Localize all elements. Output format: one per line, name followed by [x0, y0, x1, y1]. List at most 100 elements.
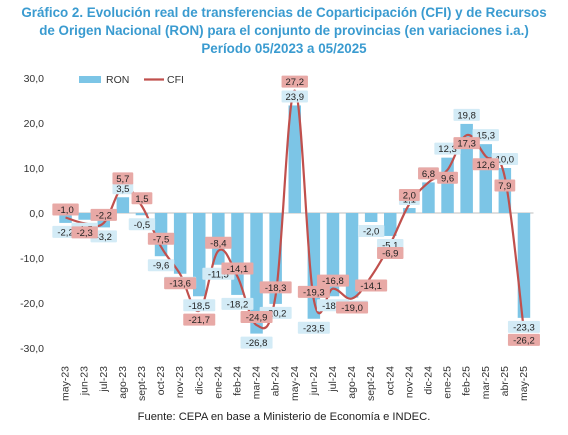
- cfi-data-label-bg: [221, 262, 254, 275]
- x-tick-label: jun-23: [79, 366, 91, 396]
- ron-bar: [135, 213, 149, 216]
- cfi-data-label-bg: [453, 137, 480, 150]
- cfi-data-label-bg: [259, 281, 292, 294]
- ron-bar: [78, 213, 91, 220]
- cfi-data-label: -1,0: [57, 205, 73, 216]
- ron-data-label-bg: [453, 108, 480, 121]
- cfi-data-label-bg: [90, 208, 117, 221]
- cfi-data-label-bg: [377, 247, 404, 260]
- cfi-data-label-bg: [336, 301, 369, 314]
- cfi-data-label-bg: [183, 313, 216, 326]
- cfi-data-label: 5,7: [116, 174, 129, 185]
- cfi-data-label: -24,9: [246, 313, 268, 324]
- cfi-data-label: -2,3: [76, 228, 92, 239]
- ron-data-label: -3,2: [96, 232, 112, 243]
- ron-data-label-bg: [147, 259, 175, 272]
- axis-layer: 30,0 20,0 10,0 0,0 -10,0 -20,0 -30,0 may-23 jun-…: [20, 73, 534, 401]
- cfi-data-label: -26,2: [513, 335, 535, 346]
- y-tick-label: -10,0: [20, 253, 44, 265]
- x-tick-label: feb-25: [461, 366, 473, 396]
- y-tick-label: -20,0: [20, 298, 44, 310]
- cfi-data-label-bg: [472, 158, 499, 171]
- cfi-data-label: 7,9: [498, 181, 511, 192]
- ron-data-label-bg: [112, 182, 134, 195]
- cfi-data-label: -2,2: [96, 210, 112, 221]
- ron-bar: [173, 213, 187, 274]
- y-tick-label: 0,0: [29, 208, 44, 220]
- cfi-data-label-bg: [52, 203, 79, 216]
- x-tick-label: oct-23: [155, 366, 167, 395]
- cfi-data-label-bg: [164, 277, 197, 290]
- ron-data-label: -0,5: [134, 220, 150, 231]
- label-layer: -2,2-1,5-3,23,5-0,5-9,6-13,5-18,5-11,5-1…: [52, 75, 540, 349]
- cfi-data-label: 12,6: [477, 160, 496, 171]
- cfi-data-label-bg: [494, 179, 516, 192]
- cfi-data-label: -19,0: [341, 303, 363, 314]
- cfi-data-label: -6,9: [382, 249, 398, 260]
- cfi-data-label-bg: [398, 189, 420, 201]
- x-tick-label: mar-25: [480, 366, 492, 399]
- ron-data-label: -9,6: [153, 261, 169, 272]
- x-tick-label: sept-23: [136, 366, 148, 401]
- cfi-data-label-bg: [507, 333, 540, 346]
- ron-data-label: -18,5: [322, 301, 344, 312]
- ron-data-label: 23,9: [286, 92, 305, 103]
- ron-bar: [116, 197, 130, 213]
- ron-data-label: -2,0: [363, 227, 379, 238]
- title-line-2: de Origen Nacional (RON) para el conjunt…: [39, 23, 529, 38]
- ron-data-label: -18,5: [188, 301, 210, 312]
- ron-data-label-bg: [240, 336, 273, 349]
- x-tick-label: nov-24: [403, 366, 415, 398]
- ron-data-label-bg: [281, 90, 308, 103]
- cfi-data-label: -7,5: [153, 234, 169, 245]
- x-tick-label: ene-24: [212, 366, 224, 399]
- cfi-data-label: -21,7: [188, 315, 210, 326]
- x-tick-label: nov-23: [174, 366, 186, 398]
- ron-data-label: -23,3: [513, 322, 535, 333]
- ron-data-label-bg: [183, 299, 216, 312]
- x-tick-label: may-23: [60, 366, 72, 401]
- ron-data-label: 12,3: [438, 144, 457, 155]
- ron-bar: [422, 182, 435, 213]
- x-tick-label: ago-23: [117, 366, 129, 399]
- x-tick-label: dic-23: [193, 366, 205, 395]
- ron-bar: [364, 213, 378, 222]
- x-tick-label: sept-24: [365, 366, 377, 401]
- cfi-data-label-bg: [240, 311, 273, 324]
- x-tick-label: abr-24: [270, 366, 282, 397]
- y-tick-label: 10,0: [24, 163, 45, 175]
- ron-data-label-bg: [297, 321, 330, 334]
- cfi-data-label: 27,2: [286, 77, 305, 88]
- ron-data-label: -5,1: [382, 240, 398, 251]
- ron-bar: [441, 157, 454, 213]
- cfi-data-label-bg: [112, 172, 134, 185]
- ron-bar: [231, 213, 244, 295]
- y-tick-label: -30,0: [20, 343, 44, 355]
- title-line-1: Gráfico 2. Evolución real de transferenc…: [21, 5, 547, 20]
- x-tick-label: jul-23: [98, 366, 110, 393]
- cfi-data-label: 2,0: [403, 191, 416, 202]
- chart-title: Gráfico 2. Evolución real de transferenc…: [0, 4, 568, 58]
- legend-cfi-label: CFI: [167, 74, 184, 86]
- x-tick-label: mar-24: [251, 366, 263, 399]
- ron-data-label: -20,2: [265, 308, 287, 319]
- ron-data-label-bg: [128, 218, 156, 231]
- y-tick-label: 30,0: [24, 73, 45, 85]
- cfi-data-label: -14,1: [360, 281, 382, 292]
- cfi-data-label-bg: [437, 171, 458, 184]
- cfi-data-label: -13,6: [169, 279, 191, 290]
- ron-bar: [288, 105, 301, 213]
- x-tick-label: ago-24: [346, 366, 358, 399]
- ron-data-label: 19,8: [457, 110, 476, 121]
- cfi-data-label-bg: [147, 232, 175, 245]
- cfi-data-label: -19,3: [303, 287, 325, 298]
- x-tick-label: may-24: [289, 366, 301, 401]
- cfi-data-label: 9,6: [441, 173, 454, 184]
- ron-bar: [517, 213, 531, 318]
- title-line-3: Período 05/2023 a 05/2025: [201, 41, 367, 56]
- ron-data-label: -11,5: [208, 269, 229, 280]
- cfi-data-label-bg: [205, 236, 232, 249]
- cfi-data-label-bg: [418, 167, 439, 180]
- cfi-data-label-bg: [71, 226, 98, 239]
